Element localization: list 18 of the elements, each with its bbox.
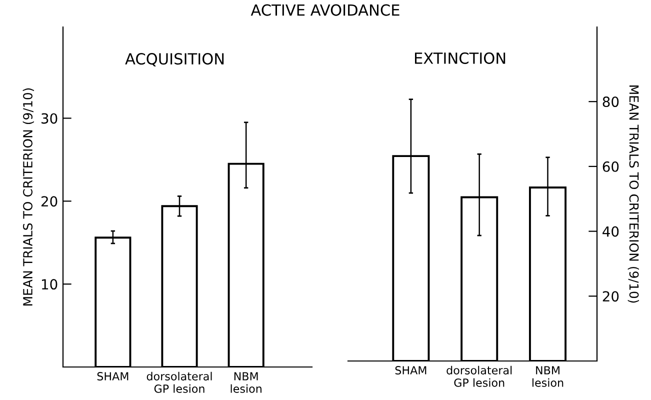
y2-tick-label: 80 — [602, 96, 619, 108]
x-tick-label: SHAM — [97, 372, 128, 380]
y2-tick-label: 60 — [602, 161, 619, 172]
y2-tick-label: 20 — [602, 291, 619, 302]
text: ACTIVE AVOIDANCE — [250, 4, 400, 16]
x-tick-label: NBM lesion — [230, 372, 262, 393]
y-tick-label: 10 — [42, 279, 58, 290]
text: EXTINCTION — [415, 52, 506, 64]
y2-tick-label: 40 — [602, 226, 619, 237]
y-tick-label: 30 — [42, 113, 58, 124]
x-tick-label: NBM lesion — [532, 366, 564, 387]
x-tick-label: SHAM — [395, 366, 426, 374]
text: ACQUISITION — [125, 53, 224, 66]
y-axis-title: MEAN TRIALS TO CRITERION (9/10) — [22, 88, 34, 306]
x-tick-label: dorsolateral GP lesion — [146, 372, 212, 393]
y2-axis-title: MEAN TRIALS TO CRITERION (9/10) — [628, 86, 639, 303]
x-tick-label: dorsolateral GP lesion — [446, 366, 512, 387]
y-tick-label: 20 — [41, 196, 58, 207]
